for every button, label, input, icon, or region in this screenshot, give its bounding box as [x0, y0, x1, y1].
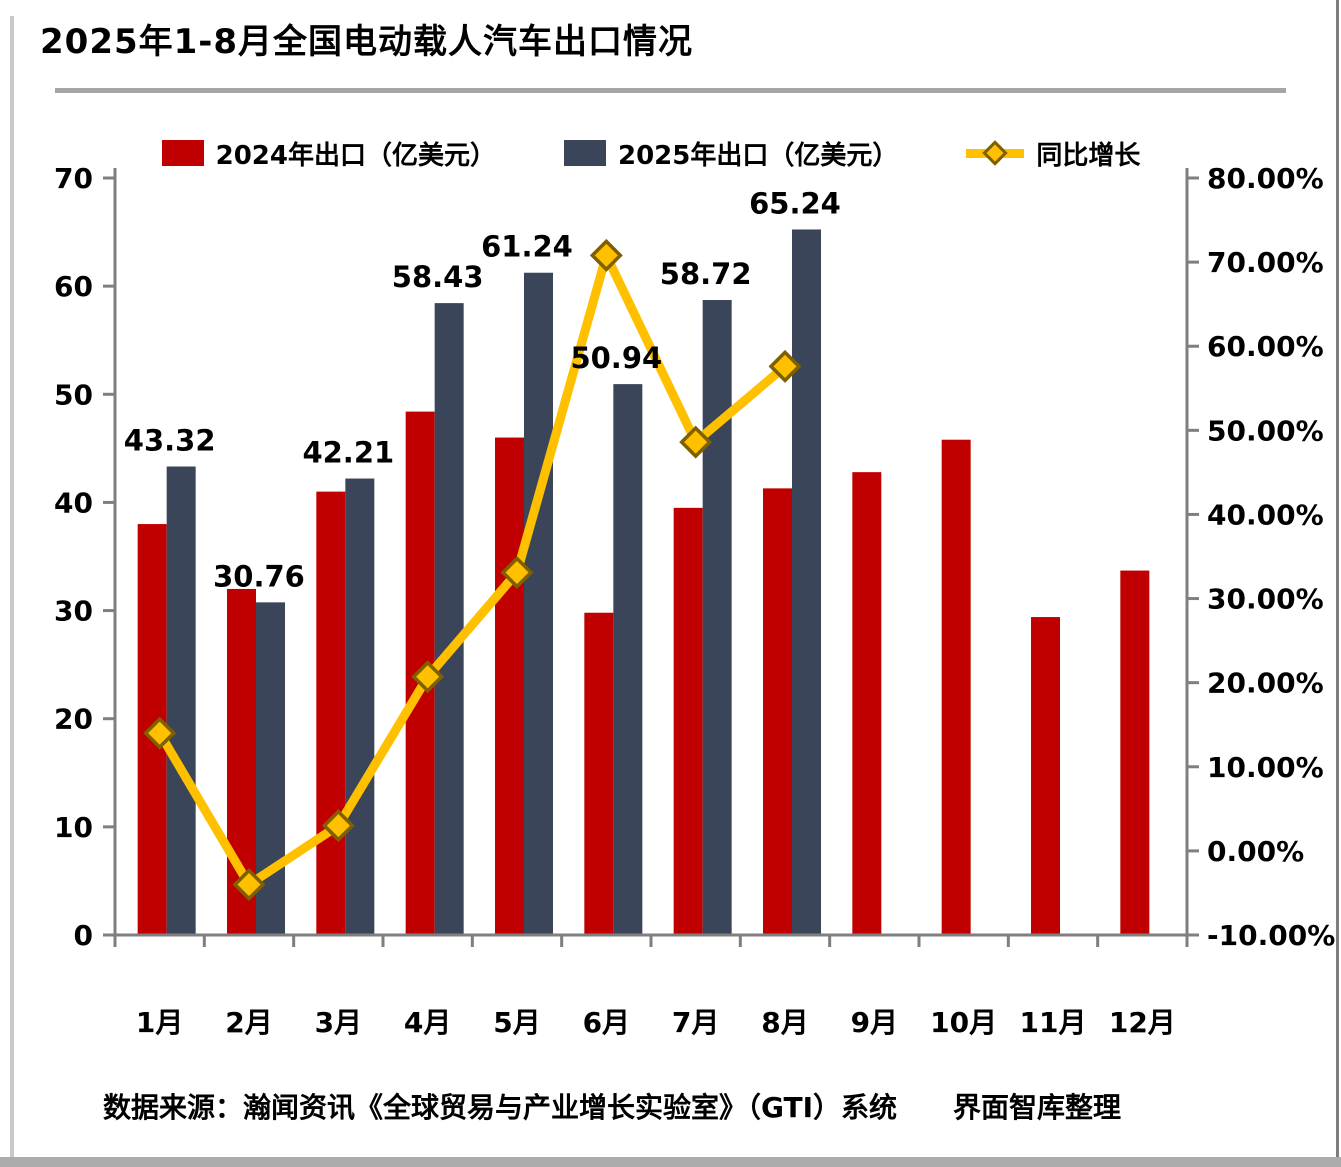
- bar-2025-8月: [792, 229, 821, 935]
- x-label-11月: 11月: [1020, 1006, 1087, 1039]
- bar-2025-1月: [166, 466, 196, 935]
- bar-2024-5月: [495, 437, 524, 935]
- right-tick-label: 10.00%: [1207, 751, 1324, 784]
- title-divider: [55, 88, 1286, 93]
- x-label-1月: 1月: [136, 1006, 183, 1039]
- growth-line: [155, 250, 790, 890]
- growth-marker-icon: [321, 809, 355, 843]
- chart-title: 2025年1-8月全国电动载人汽车出口情况: [40, 22, 694, 62]
- x-label-12月: 12月: [1109, 1006, 1176, 1039]
- left-tick-label: 30: [54, 595, 93, 628]
- x-label-6月: 6月: [583, 1006, 630, 1039]
- legend-item-2025: 2025年出口（亿美元）: [563, 135, 899, 172]
- growth-marker-icon: [143, 716, 177, 750]
- legend-label-growth: 同比增长: [1036, 140, 1141, 171]
- right-tick-label: 80.00%: [1207, 162, 1324, 195]
- left-tick-label: 10: [54, 811, 93, 844]
- bar-2024-12月: [1120, 570, 1150, 935]
- x-label-5月: 5月: [493, 1006, 540, 1039]
- x-label-10月: 10月: [930, 1006, 997, 1039]
- data-source: 数据来源：瀚闻资讯《全球贸易与产业增长实验室》（GTI）系统 界面智库整理: [103, 1091, 1122, 1124]
- bar-2024-11月: [1031, 617, 1060, 935]
- data-label-2025-7月: 58.72: [660, 257, 752, 291]
- legend-line-marker-icon: [966, 139, 1025, 166]
- data-label-2025-4月: 58.43: [392, 260, 484, 294]
- bar-2024-10月: [941, 439, 971, 935]
- data-label-2025-1月: 43.32: [124, 424, 216, 458]
- x-label-4月: 4月: [404, 1006, 451, 1039]
- data-label-2025-6月: 50.94: [570, 341, 662, 375]
- bar-2024-6月: [584, 612, 614, 935]
- data-label-2025-5月: 61.24: [481, 230, 573, 264]
- growth-marker-icon: [411, 660, 445, 694]
- x-label-7月: 7月: [672, 1006, 719, 1039]
- growth-marker-icon: [589, 238, 623, 272]
- left-tick-label: 60: [54, 270, 93, 303]
- bar-2024-3月: [316, 491, 346, 935]
- legend-swatch-2024: [161, 140, 204, 166]
- bar-2025-4月: [434, 303, 464, 935]
- left-tick-label: 20: [54, 703, 93, 736]
- left-tick-label: 50: [54, 378, 93, 411]
- x-label-3月: 3月: [315, 1006, 362, 1039]
- legend-item-growth: 同比增长: [966, 135, 1140, 172]
- bar-2025-5月: [524, 272, 553, 935]
- right-tick-label: 20.00%: [1207, 667, 1324, 700]
- bar-2025-6月: [613, 384, 643, 935]
- bottom-edge-border: [0, 1157, 1341, 1167]
- left-tick-label: 70: [54, 162, 93, 195]
- left-tick-label: 40: [54, 486, 93, 519]
- growth-marker-icon: [232, 868, 266, 902]
- growth-marker-icon: [500, 556, 534, 589]
- legend-label-2024: 2024年出口（亿美元）: [215, 140, 496, 171]
- bar-2024-8月: [763, 488, 792, 935]
- right-tick-label: 70.00%: [1207, 246, 1324, 279]
- legend: 2024年出口（亿美元） 2025年出口（亿美元） 同比增长: [115, 130, 1187, 176]
- legend-item-2024: 2024年出口（亿美元）: [161, 135, 496, 172]
- legend-label-2025: 2025年出口（亿美元）: [617, 140, 899, 171]
- bar-2024-9月: [852, 472, 882, 935]
- right-tick-label: 30.00%: [1207, 583, 1324, 616]
- x-label-9月: 9月: [851, 1006, 898, 1039]
- x-label-2月: 2月: [225, 1006, 272, 1039]
- data-label-2025-3月: 42.21: [302, 436, 394, 470]
- data-label-2025-2月: 30.76: [213, 559, 305, 593]
- bar-2025-7月: [702, 299, 732, 936]
- growth-marker-icon: [679, 425, 713, 459]
- right-tick-label: 60.00%: [1207, 330, 1324, 363]
- right-tick-label: 0.00%: [1207, 835, 1304, 868]
- data-label-2025-8月: 65.24: [749, 186, 841, 220]
- bar-2024-7月: [673, 507, 703, 935]
- growth-marker-icon: [768, 349, 802, 383]
- left-tick-label: 0: [74, 919, 93, 952]
- right-tick-label: 40.00%: [1207, 498, 1324, 531]
- left-edge-border: [10, 16, 14, 1157]
- right-tick-label: 50.00%: [1207, 414, 1324, 447]
- right-edge-border: [1336, 0, 1339, 1157]
- bar-2025-3月: [345, 478, 375, 935]
- x-label-8月: 8月: [761, 1006, 808, 1039]
- legend-swatch-2025: [563, 140, 606, 166]
- right-tick-label: -10.00%: [1207, 919, 1335, 952]
